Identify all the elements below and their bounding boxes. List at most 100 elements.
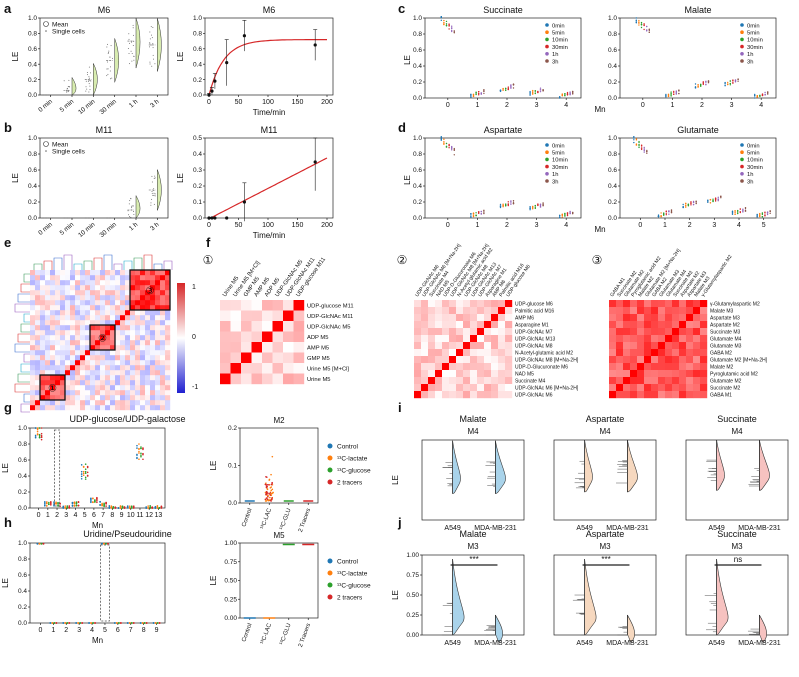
single-cell-dot <box>149 38 151 40</box>
heatmap-cell <box>637 342 645 350</box>
x-tick-label: 0 <box>446 222 450 229</box>
single-cell-dot <box>106 61 108 63</box>
iso-point <box>121 507 124 509</box>
iso-point <box>40 434 43 437</box>
tracer-point <box>271 481 273 484</box>
single-cell-dot <box>149 63 151 65</box>
heatmap-cell <box>637 349 645 357</box>
heatmap-cell <box>637 356 645 364</box>
heatmap-cell <box>498 342 506 350</box>
iso-point <box>53 622 56 624</box>
heatmap-cell <box>414 321 422 329</box>
iso-point <box>539 206 542 208</box>
heatmap-cell <box>80 275 86 281</box>
heatmap-cell <box>644 328 652 336</box>
heatmap-cell <box>491 335 499 343</box>
iso-point <box>569 212 571 214</box>
iso-point <box>734 209 736 212</box>
heatmap-cell <box>120 385 126 391</box>
heatmap-cell <box>125 375 131 381</box>
heatmap-cell <box>45 350 51 356</box>
heatmap-cell <box>428 370 436 378</box>
heatmap-cell <box>95 340 101 346</box>
colorbar-tick: 1 <box>192 284 196 291</box>
single-cell-dot <box>152 194 154 196</box>
heatmap-cell <box>60 370 66 376</box>
x-tick-label: 0 min <box>37 221 54 237</box>
heatmap-cell <box>449 328 457 336</box>
iso-point <box>635 138 638 140</box>
iso-point <box>128 505 131 508</box>
heatmap-cell <box>150 350 156 356</box>
heatmap-cell <box>50 370 56 376</box>
heatmap-cell <box>130 300 136 306</box>
iso-point <box>667 94 670 96</box>
heatmap-cell <box>105 310 111 316</box>
heatmap-cell <box>85 325 91 331</box>
single-cell-dot <box>129 217 131 219</box>
heatmap-cell <box>442 307 450 315</box>
heatmap-cell <box>120 390 126 396</box>
heatmap-cell <box>80 365 86 371</box>
iso-point <box>510 84 512 87</box>
heatmap-cell <box>505 370 513 378</box>
legend-marker <box>740 143 744 147</box>
y-tick-label: 1.0 <box>193 15 202 22</box>
heatmap-cell <box>145 270 151 276</box>
iso-point <box>690 204 692 206</box>
iso-point <box>720 195 722 198</box>
heatmap-cell <box>505 356 513 364</box>
heatmap-cell <box>55 300 61 306</box>
heatmap-cell <box>150 405 156 411</box>
row-label: UDP-GlcNAc M8 [M+Na-2H] <box>515 358 579 364</box>
heatmap-cell <box>35 385 41 391</box>
iso-point <box>453 30 455 32</box>
heatmap-cell <box>150 275 156 281</box>
iso-point <box>38 434 41 437</box>
heatmap-cell <box>95 325 101 331</box>
heatmap-cell <box>644 321 652 329</box>
y-tick-label: 0.8 <box>413 31 422 38</box>
heatmap-cell <box>50 290 56 296</box>
x-tick-label: MDA-MB-231 <box>474 525 517 532</box>
heatmap-cell <box>45 335 51 341</box>
heatmap-cell <box>35 295 41 301</box>
heatmap-cell <box>155 290 161 296</box>
tracer-point <box>268 478 271 481</box>
legend-entry: 10min <box>747 38 763 44</box>
colorbar <box>177 283 185 393</box>
heatmap-cell <box>40 325 46 331</box>
heatmap-cell <box>160 295 166 301</box>
heatmap-cell <box>293 363 305 374</box>
legend-entry: 5min <box>552 31 565 37</box>
y-axis-label: LE <box>176 52 185 62</box>
iso-point <box>88 622 91 624</box>
heatmap-cell <box>95 295 101 301</box>
y-tick-label: 0.4 <box>193 151 202 158</box>
heatmap-cell <box>80 355 86 361</box>
heatmap-cell <box>693 321 701 329</box>
heatmap-cell <box>110 360 116 366</box>
heatmap-cell <box>145 330 151 336</box>
heatmap-cell <box>658 342 666 350</box>
heatmap-cell <box>637 321 645 329</box>
heatmap-cell <box>155 370 161 376</box>
heatmap-cell <box>470 300 478 308</box>
iso-point <box>727 83 729 86</box>
iso-point <box>512 87 515 89</box>
iso-point <box>453 154 455 156</box>
y-tick-label: 0.1 <box>193 199 202 206</box>
y-tick-label: 0.6 <box>28 167 37 174</box>
chart-title: M11 <box>261 125 278 135</box>
heatmap-cell <box>65 390 71 396</box>
heatmap-cell <box>105 405 111 411</box>
heatmap-cell <box>135 310 141 316</box>
heatmap-cell <box>630 377 638 385</box>
single-cell-dot <box>69 94 71 96</box>
row-dendrogram <box>17 293 30 303</box>
y-tick-label: 0.8 <box>608 151 617 158</box>
heatmap-cell <box>165 330 171 336</box>
x-axis-label: Mn <box>92 636 103 645</box>
iso-point <box>94 499 96 501</box>
heatmap-cell <box>630 384 638 392</box>
